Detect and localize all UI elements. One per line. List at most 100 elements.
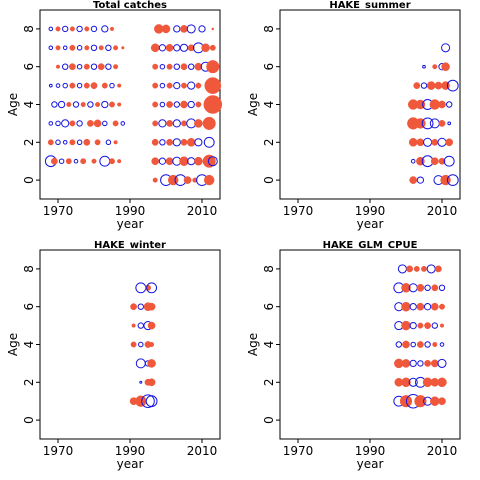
negative-residual-bubble [76, 120, 83, 127]
positive-residual-bubble [401, 359, 411, 368]
positive-residual-bubble [202, 116, 216, 130]
negative-residual-bubble [62, 45, 68, 51]
negative-residual-bubble [446, 101, 453, 108]
positive-residual-bubble [439, 323, 445, 328]
positive-residual-bubble [408, 138, 418, 147]
y-axis-label: Age [246, 93, 260, 116]
positive-residual-bubble [151, 157, 160, 166]
positive-residual-bubble [130, 341, 137, 348]
negative-residual-bubble [135, 282, 147, 294]
positive-residual-bubble [202, 154, 216, 168]
positive-residual-bubble [441, 62, 450, 71]
positive-residual-bubble [166, 120, 174, 127]
positive-residual-bubble [201, 43, 210, 53]
y-tick-label: 2 [22, 378, 36, 386]
positive-residual-bubble [417, 322, 424, 329]
positive-residual-bubble [432, 64, 438, 70]
positive-residual-bubble [94, 139, 101, 146]
positive-residual-bubble [152, 177, 158, 183]
positive-residual-bubble [195, 101, 202, 108]
negative-residual-bubble [187, 100, 195, 109]
y-tick-label: 0 [262, 176, 276, 184]
chart-panel: HAKE_summer 1970 1990 2010 0 2 4 6 8 year Age [246, 0, 461, 231]
positive-residual-bubble [147, 359, 156, 368]
positive-residual-bubble [421, 265, 427, 272]
positive-residual-bubble [98, 45, 104, 51]
panel-title: Total catches [93, 0, 167, 11]
negative-residual-bubble [87, 101, 94, 108]
negative-residual-bubble [51, 101, 58, 108]
positive-residual-bubble [413, 82, 421, 89]
negative-residual-bubble [99, 155, 111, 167]
positive-residual-bubble [180, 100, 188, 109]
positive-residual-bubble [117, 159, 122, 164]
y-tick-label: 8 [22, 25, 36, 33]
positive-residual-bubble [109, 101, 115, 108]
positive-residual-bubble [69, 82, 76, 89]
positive-residual-bubble [69, 63, 76, 71]
x-axis-label: year [357, 217, 384, 231]
positive-residual-bubble [97, 63, 105, 71]
negative-residual-bubble [102, 120, 108, 127]
negative-residual-bubble [158, 44, 167, 52]
x-axis-label: year [117, 457, 144, 471]
x-tick-label: 2010 [187, 444, 218, 458]
negative-residual-bubble [431, 322, 438, 329]
y-tick-label: 6 [262, 303, 276, 311]
y-axis-label: Age [246, 333, 260, 356]
negative-residual-bubble [424, 284, 431, 291]
negative-residual-bubble [439, 342, 445, 347]
negative-residual-bubble [48, 83, 53, 88]
negative-residual-bubble [423, 137, 433, 147]
negative-residual-bubble [395, 341, 402, 348]
negative-residual-bubble [76, 25, 83, 33]
negative-residual-bubble [172, 119, 181, 128]
negative-residual-bubble [397, 264, 407, 274]
negative-residual-bubble [105, 44, 112, 51]
negative-residual-bubble [73, 158, 79, 164]
negative-residual-bubble [101, 25, 109, 33]
positive-residual-bubble [166, 82, 173, 89]
negative-residual-bubble [173, 63, 181, 70]
positive-residual-bubble [204, 77, 222, 94]
positive-residual-bubble [80, 102, 86, 107]
y-tick-label: 4 [22, 101, 36, 109]
positive-residual-bubble [69, 120, 76, 127]
positive-residual-bubble [83, 82, 90, 89]
negative-residual-bubble [158, 119, 167, 128]
negative-residual-bubble [173, 44, 181, 52]
negative-residual-bubble [446, 79, 459, 92]
negative-residual-bubble [139, 380, 143, 384]
positive-residual-bubble [66, 102, 72, 107]
panel-title: HAKE_GLM_CPUE [323, 240, 418, 251]
negative-residual-bubble [409, 303, 417, 311]
negative-residual-bubble [61, 119, 70, 128]
negative-residual-bubble [198, 25, 206, 33]
negative-residual-bubble [58, 158, 65, 164]
negative-residual-bubble [447, 121, 452, 126]
x-tick-label: 1970 [43, 204, 74, 218]
negative-residual-bubble [179, 43, 189, 52]
positive-residual-bubble [194, 119, 203, 128]
negative-residual-bubble [120, 121, 126, 126]
negative-residual-bubble [141, 394, 155, 409]
negative-residual-bubble [410, 158, 416, 164]
x-tick-label: 1970 [43, 444, 74, 458]
positive-residual-bubble [152, 63, 159, 70]
positive-residual-bubble [147, 378, 156, 387]
negative-residual-bubble [48, 26, 54, 32]
positive-residual-bubble [194, 156, 203, 166]
positive-residual-bubble [113, 45, 119, 51]
positive-residual-bubble [166, 138, 174, 146]
negative-residual-bubble [137, 322, 145, 329]
positive-residual-bubble [426, 81, 436, 90]
positive-residual-bubble [55, 26, 61, 32]
negative-residual-bubble [159, 139, 166, 146]
x-tick-label: 2010 [427, 444, 458, 458]
chart-panel: HAKE_winter 1970 1990 2010 0 2 4 6 8 year Age [6, 240, 221, 471]
positive-residual-bubble [434, 81, 443, 90]
positive-residual-bubble [166, 101, 174, 108]
panel-title: HAKE_summer [329, 0, 410, 11]
y-tick-label: 6 [22, 63, 36, 71]
